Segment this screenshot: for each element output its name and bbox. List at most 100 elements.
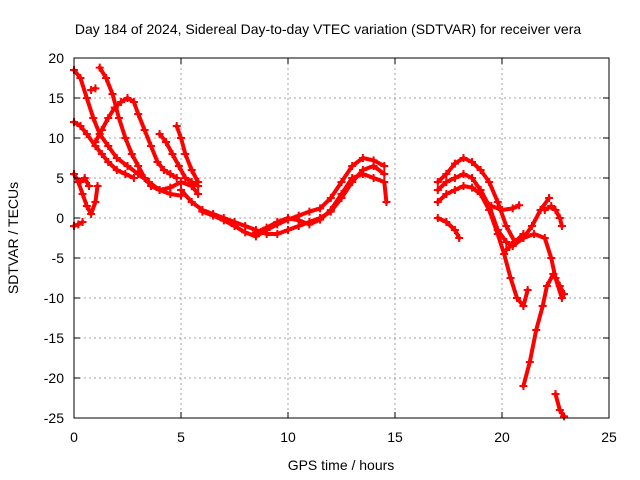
data-point <box>78 190 87 198</box>
data-point <box>450 226 459 234</box>
data-point <box>538 302 547 310</box>
data-point <box>134 110 143 118</box>
data-point <box>547 254 556 262</box>
data-point <box>348 162 357 170</box>
data-point <box>551 206 560 214</box>
data-point <box>358 154 367 162</box>
data-point <box>104 142 113 150</box>
data-point <box>433 214 442 222</box>
series-track-4 <box>91 94 181 182</box>
data-point <box>129 174 138 182</box>
data-point <box>78 218 87 226</box>
data-point <box>555 282 564 290</box>
data-point <box>155 130 164 138</box>
data-point <box>433 178 442 186</box>
tick-labels: 0 5 10 15 20 25 20 15 10 5 0 -5 -10 -15 -20 -25 <box>44 50 617 445</box>
data-point <box>485 178 494 186</box>
x-tick-label: 25 <box>601 429 617 445</box>
data-point <box>450 186 459 194</box>
data-point <box>187 198 196 206</box>
data-point <box>455 234 464 242</box>
data-point <box>557 222 566 230</box>
data-point <box>502 246 511 254</box>
data-point <box>542 282 551 290</box>
data-point <box>380 162 389 170</box>
data-point <box>209 211 218 220</box>
data-point <box>80 174 89 182</box>
data-point <box>468 174 477 182</box>
data-point <box>502 238 511 246</box>
data-point <box>147 182 156 190</box>
data-point <box>555 406 564 414</box>
y-tick-label: -25 <box>44 410 64 426</box>
data-point <box>241 228 250 237</box>
x-tick-label: 20 <box>494 429 510 445</box>
data-point <box>487 202 496 210</box>
data-point <box>187 166 196 174</box>
data-point <box>76 74 85 82</box>
x-tick-label: 10 <box>280 429 296 445</box>
data-point <box>194 190 203 198</box>
data-point <box>326 206 335 214</box>
data-point <box>284 226 292 234</box>
data-point <box>316 215 325 224</box>
data-point <box>502 222 511 230</box>
data-point <box>87 210 96 218</box>
data-point <box>493 230 502 238</box>
data-point <box>348 174 357 182</box>
data-point <box>172 122 181 130</box>
data-point <box>87 86 96 94</box>
data-point <box>506 274 515 282</box>
data-point <box>112 154 121 162</box>
series-track-22 <box>551 390 569 421</box>
series-line <box>489 203 522 212</box>
series-track-3 <box>95 63 203 198</box>
data-point <box>519 230 528 238</box>
data-point <box>84 182 93 190</box>
data-point <box>82 94 91 102</box>
data-point <box>523 286 532 294</box>
series-line <box>435 216 462 240</box>
series-track-21 <box>519 270 569 390</box>
data-point <box>123 162 132 170</box>
data-point <box>476 166 485 174</box>
data-point <box>547 202 556 210</box>
data-point <box>89 114 98 122</box>
data-point <box>93 182 102 190</box>
data-point <box>433 186 442 194</box>
data-point <box>121 170 130 178</box>
data-point <box>555 214 564 222</box>
data-point <box>459 154 468 162</box>
y-tick-label: -5 <box>52 250 65 266</box>
data-point <box>560 290 569 298</box>
data-point <box>519 302 528 310</box>
data-point <box>442 178 451 186</box>
data-point <box>468 183 477 192</box>
data-point <box>177 134 185 142</box>
data-point <box>530 230 539 238</box>
data-point <box>114 114 123 122</box>
data-point <box>540 206 549 214</box>
data-point <box>493 198 502 206</box>
data-point <box>74 220 83 229</box>
data-point <box>519 382 528 390</box>
data-point <box>459 182 468 190</box>
data-series <box>70 63 569 421</box>
data-point <box>95 63 104 72</box>
data-point <box>442 218 451 226</box>
data-point <box>123 94 132 102</box>
data-point <box>147 142 156 150</box>
series-track-20 <box>540 202 566 230</box>
data-point <box>545 194 554 202</box>
data-point <box>551 390 560 398</box>
data-point <box>134 162 143 170</box>
y-tick-label: -20 <box>44 370 64 386</box>
x-tick-label: 15 <box>387 429 403 445</box>
data-point <box>82 130 91 138</box>
data-point <box>181 150 190 158</box>
data-point <box>369 156 378 165</box>
data-point <box>525 358 534 366</box>
data-point <box>91 138 100 146</box>
data-point <box>121 134 130 142</box>
data-point <box>508 204 517 213</box>
